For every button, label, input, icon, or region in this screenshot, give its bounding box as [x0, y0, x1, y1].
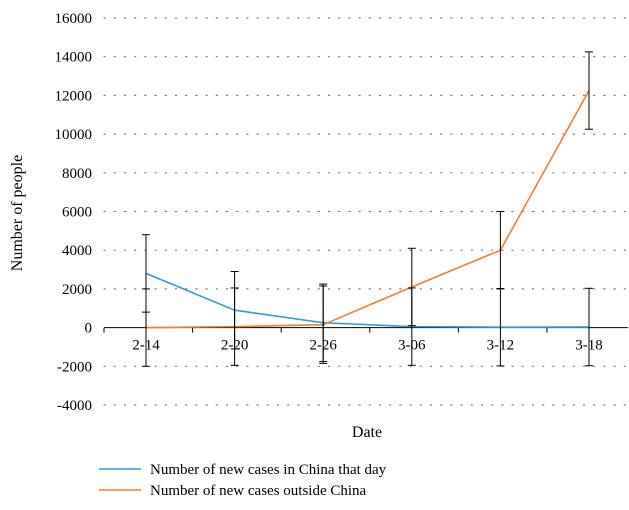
y-tick-label: 2000 — [62, 282, 92, 298]
grid — [103, 17, 629, 406]
series-line-2 — [145, 90, 590, 329]
axes: -4000 -2000 0 2000 4000 6000 8000 10000 12000 140… — [55, 11, 628, 414]
y-tick-label: 14000 — [55, 50, 93, 66]
series-lines — [145, 90, 590, 329]
error-bar — [496, 211, 505, 290]
y-tick-label: 4000 — [62, 243, 92, 259]
legend-label: Number of new cases outside China — [150, 483, 367, 499]
y-tick-label: 6000 — [62, 205, 92, 221]
error-bar — [142, 288, 150, 367]
legend-label: Number of new cases in China that day — [150, 462, 387, 478]
y-tick-label: 0 — [85, 321, 93, 337]
legend: Number of new cases in China that day Num… — [99, 462, 387, 499]
y-tick-label: 16000 — [55, 11, 93, 27]
y-tick-label: -2000 — [57, 359, 92, 375]
error-bar — [319, 285, 328, 364]
x-axis-title: Date — [352, 424, 382, 441]
error-bars — [142, 51, 593, 367]
y-tick-label: 12000 — [55, 88, 93, 104]
y-tick-label: -4000 — [57, 398, 92, 414]
y-tick-label: 10000 — [55, 127, 93, 143]
series-line-1 — [145, 272, 590, 329]
legend-item: Number of new cases in China that day — [99, 462, 387, 478]
error-bar — [230, 287, 239, 366]
error-bar — [585, 287, 593, 367]
error-bar — [585, 51, 593, 130]
legend-item: Number of new cases outside China — [99, 483, 367, 499]
error-bar — [407, 247, 416, 327]
y-tick-label: 8000 — [62, 166, 92, 182]
y-axis-title: Number of people — [9, 155, 26, 271]
